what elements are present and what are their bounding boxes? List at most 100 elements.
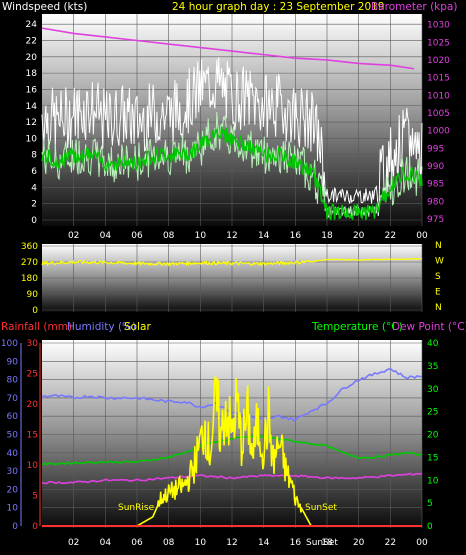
wind-x-tick-label: 22 <box>385 231 396 241</box>
wind-x-tick-label: 00 <box>416 231 428 241</box>
humidity-y-tick-label: 90 <box>7 357 19 367</box>
rainfall-y-tick-label: 30 <box>27 339 39 349</box>
sunset-axis-label: SunSet <box>306 538 338 548</box>
temperature-y-tick-label: 20 <box>427 431 439 441</box>
compass-label: N <box>435 241 442 251</box>
wind-x-tick-label: 08 <box>163 231 175 241</box>
climate-x-tick-label: 06 <box>131 538 143 548</box>
temperature-y-tick-label: 25 <box>427 408 438 418</box>
rain-humidity-temperature-panel: 0102030405060708090100051015202530051015… <box>1 339 439 548</box>
barometer-y-tick-label: 1010 <box>427 91 450 101</box>
wind-y-tick-label: 2 <box>31 200 37 210</box>
climate-series <box>41 368 423 527</box>
compass-label: S <box>435 272 441 282</box>
wind-x-tick-label: 12 <box>226 231 237 241</box>
climate-x-tick-label: 18 <box>321 538 333 548</box>
windspeed-title: Windspeed (kts) <box>2 1 87 13</box>
barometer-y-tick-label: 1030 <box>427 21 450 31</box>
rainfall-y-tick-label: 15 <box>27 431 38 441</box>
climate-x-tick-label: 04 <box>100 538 112 548</box>
wind-x-tick-label: 06 <box>131 231 143 241</box>
humidity-y-tick-label: 40 <box>7 449 19 459</box>
direction-y-axis-ticks: 0 90 180 270 360 <box>21 242 38 316</box>
temperature-y-tick-label: 15 <box>427 453 438 463</box>
temperature-y-tick-label: 10 <box>427 476 439 486</box>
barometer-y-tick-label: 1000 <box>427 127 450 137</box>
rainfall-title: Rainfall (mm) <box>1 321 72 333</box>
climate-x-tick-label: 20 <box>353 538 365 548</box>
wind-y-tick-label: 16 <box>26 85 38 95</box>
compass-label: E <box>435 288 441 298</box>
wind-y-tick-label: 20 <box>26 53 38 63</box>
barometer-y-tick-label: 1005 <box>427 109 450 119</box>
wind-x-axis-ticks: 02 04 06 08 10 12 14 16 18 20 22 00 <box>68 231 428 241</box>
compass-label: N <box>435 303 442 313</box>
direction-y-tick-label: 0 <box>32 306 38 316</box>
temperature-y-tick-label: 0 <box>427 522 433 532</box>
wind-x-tick-label: 16 <box>290 231 302 241</box>
sun-annotations: SunRise SunSet SunSet <box>118 503 338 548</box>
temperature-y-tick-label: 35 <box>427 362 438 372</box>
rainfall-y-tick-label: 25 <box>27 370 38 380</box>
direction-y-tick-label: 90 <box>27 290 39 300</box>
wind-avg-trend-series <box>41 126 423 221</box>
humidity-series <box>41 368 423 422</box>
humidity-y-tick-label: 100 <box>1 339 18 349</box>
temperature-y-tick-label: 30 <box>427 385 439 395</box>
wind-x-tick-label: 10 <box>195 231 207 241</box>
direction-panel-grid <box>42 244 423 312</box>
dewpoint-title: Dew Point (°C) <box>392 321 466 333</box>
direction-series <box>41 257 423 267</box>
climate-x-tick-label: 00 <box>416 538 428 548</box>
wind-y-tick-label: 0 <box>31 216 37 226</box>
wind-y-tick-label: 22 <box>26 36 37 46</box>
wind-y-tick-label: 10 <box>26 134 38 144</box>
compass-label: W <box>435 257 444 267</box>
barometer-y-tick-label: 995 <box>427 144 444 154</box>
climate-x-tick-label: 14 <box>258 538 270 548</box>
wind-y-tick-label: 18 <box>26 69 38 79</box>
graph-date-title: 24 hour graph day : 23 September 2019 <box>172 1 384 13</box>
wind-x-tick-label: 20 <box>353 231 365 241</box>
humidity-y-tick-label: 10 <box>7 504 19 514</box>
temperature-title: Temperature (°C) <box>311 321 403 333</box>
barometer-y-tick-label: 980 <box>427 197 444 207</box>
wind-y-tick-label: 6 <box>31 167 37 177</box>
humidity-y-tick-label: 50 <box>7 431 19 441</box>
humidity-y-tick-label: 0 <box>12 522 18 532</box>
barometer-y-tick-label: 1020 <box>427 56 450 66</box>
wind-y-tick-label: 8 <box>31 151 37 161</box>
barometer-title: Barometer (kpa) <box>371 1 457 13</box>
humidity-title: Humidity (%) <box>67 321 136 333</box>
climate-x-tick-label: 10 <box>195 538 207 548</box>
temperature-series <box>41 435 423 466</box>
wind-y-tick-label: 12 <box>26 118 37 128</box>
sunset-label: SunSet <box>305 503 337 513</box>
sunrise-label: SunRise <box>118 503 155 513</box>
direction-series-line <box>41 257 423 267</box>
climate-x-tick-label: 22 <box>385 538 396 548</box>
climate-x-tick-label: 12 <box>226 538 237 548</box>
direction-y-tick-label: 270 <box>21 258 38 268</box>
wind-y-tick-label: 24 <box>26 20 38 30</box>
barometer-y-axis-ticks: 975 980 985 990 995 1000 1005 1010 1015 1020 1025 1… <box>427 21 450 225</box>
rainfall-y-tick-label: 5 <box>32 492 38 502</box>
barometer-y-tick-label: 1025 <box>427 38 450 48</box>
wind-x-tick-label: 14 <box>258 231 270 241</box>
climate-x-tick-label: 02 <box>68 538 79 548</box>
barometer-y-tick-label: 990 <box>427 162 444 172</box>
barometer-series <box>41 27 415 70</box>
direction-y-tick-label: 180 <box>21 274 38 284</box>
wind-max-series <box>41 57 423 217</box>
temperature-y-tick-label: 5 <box>427 499 433 509</box>
humidity-y-tick-label: 30 <box>7 467 19 477</box>
humidity-y-tick-label: 20 <box>7 485 19 495</box>
direction-y-tick-label: 360 <box>21 242 38 252</box>
climate-axes: 0 10 20 30 40 50 60 70 80 90 100 0 5 10 15 20 25 30 0 5 10 15… <box>1 339 439 532</box>
barometer-y-tick-label: 975 <box>427 215 444 225</box>
